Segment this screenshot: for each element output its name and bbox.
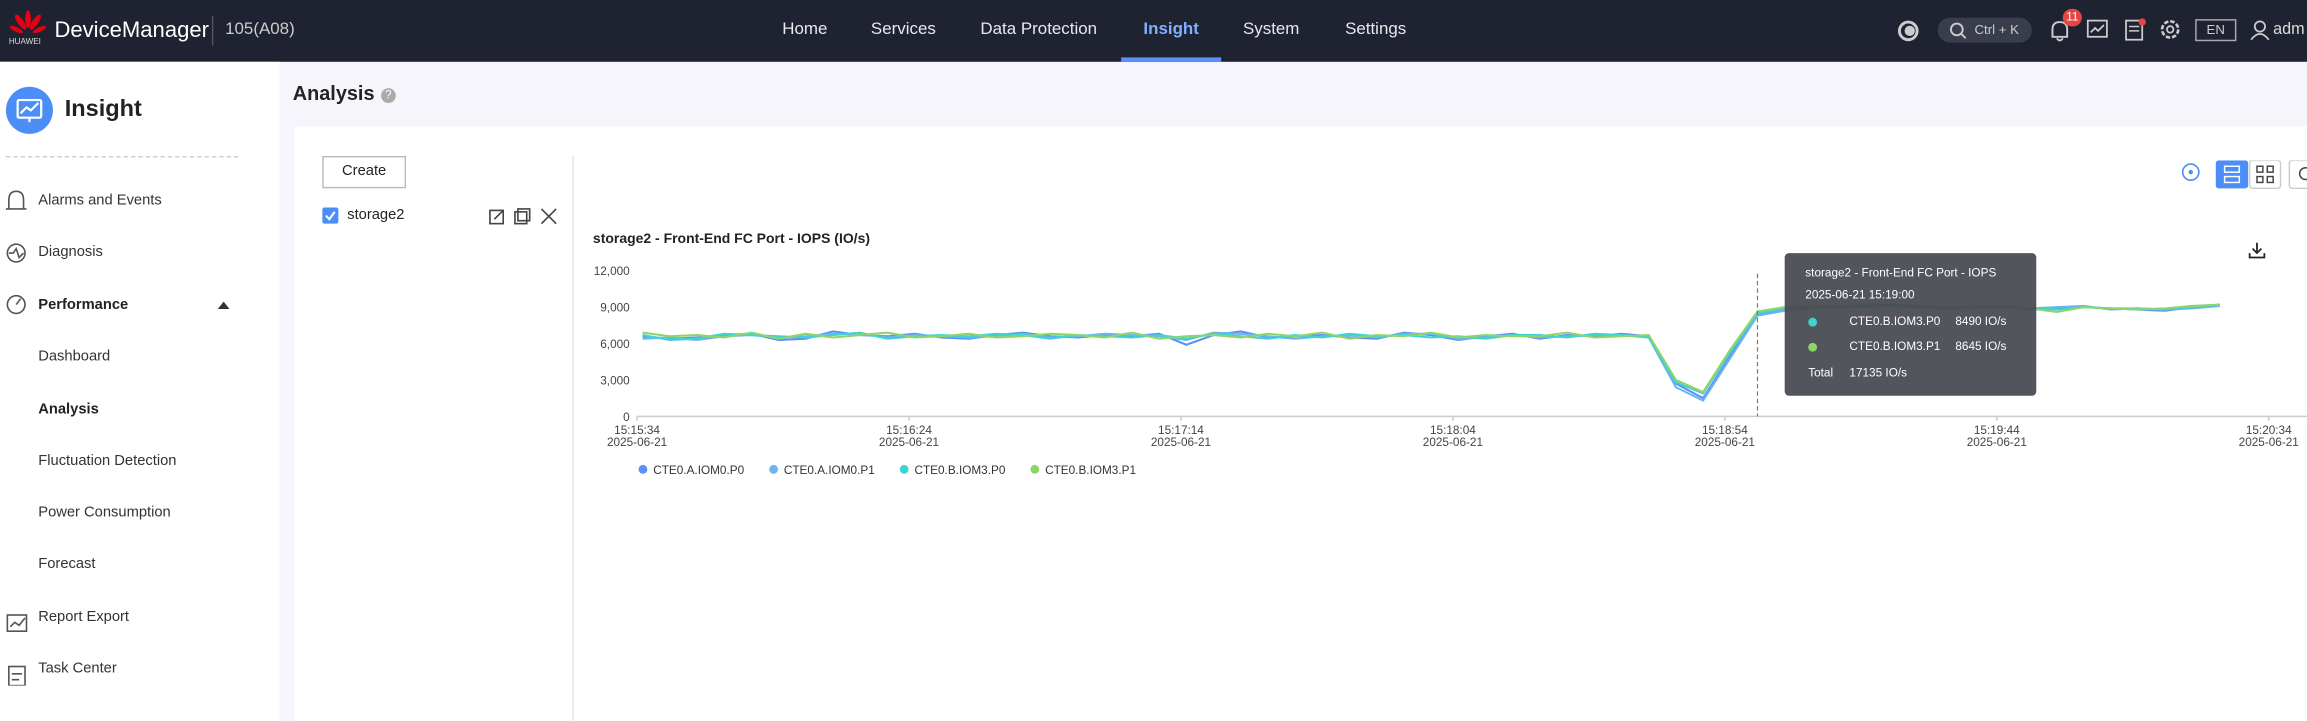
nav-item[interactable]: Home (782, 20, 828, 39)
tooltip-marker (1808, 317, 1818, 327)
x-tick-label: 15:19:44 (1974, 424, 2020, 437)
logo-icon (10, 10, 46, 34)
task-icon[interactable] (2123, 18, 2147, 42)
legend-label: CTE0.A.IOM0.P1 (784, 464, 875, 477)
bell-icon[interactable] (2048, 18, 2072, 43)
storage-item[interactable]: storage2 (347, 207, 405, 224)
menu-item[interactable]: Task Center (38, 660, 117, 677)
y-tick-label: 6,000 (600, 338, 630, 351)
x-tick-date: 2025-06-21 (1967, 436, 2027, 449)
sidebar: Insight Alarms and Events Diagnosis Perf… (0, 61, 280, 721)
chart-title: storage2 - Front-End FC Port - IOPS (IO/… (593, 230, 870, 246)
download-icon[interactable] (2248, 241, 2266, 259)
x-tick-label: 15:20:34 (2246, 424, 2292, 437)
page-title: Analysis (292, 82, 375, 105)
user-icon[interactable] (2250, 19, 2271, 41)
y-tick-label: 0 (623, 411, 630, 424)
nav-item[interactable]: Data Protection (980, 20, 1098, 39)
nav-item[interactable]: Insight (1143, 20, 1199, 39)
tooltip-value: 8490 IO/s (1955, 314, 2007, 329)
user-name[interactable]: adm (2273, 20, 2305, 39)
checkbox[interactable] (322, 207, 340, 225)
y-tick-label: 3,000 (600, 374, 630, 387)
chart: storage2 - Front-End FC Port - IOPS (IO/… (593, 230, 2307, 477)
x-tick-date: 2025-06-21 (879, 436, 939, 449)
menu-item[interactable]: Forecast (38, 556, 96, 573)
insight-icon (5, 86, 53, 134)
tooltip-series: CTE0.B.IOM3.P0 (1849, 314, 1941, 329)
x-tick-date: 2025-06-21 (1151, 436, 1211, 449)
menu-item[interactable]: Analysis (38, 401, 99, 418)
menu-item[interactable]: Alarms and Events (38, 192, 162, 209)
x-tick-label: 15:18:04 (1430, 424, 1476, 437)
tooltip: storage2 - Front-End FC Port - IOPS 2025… (1784, 253, 2037, 396)
logo-text: HUAWEI (8, 38, 41, 48)
x-tick-label: 15:18:54 (1702, 424, 1748, 437)
legend-label: CTE0.A.IOM0.P0 (653, 464, 744, 477)
monitor-icon[interactable] (2086, 19, 2110, 41)
view-toggles[interactable] (2180, 160, 2307, 192)
y-tick-label: 12,000 (594, 265, 630, 278)
x-tick-label: 15:16:24 (886, 424, 932, 437)
legend-label: CTE0.B.IOM3.P1 (1045, 464, 1136, 477)
create-button[interactable]: Create (322, 155, 407, 189)
x-tick-date: 2025-06-21 (1695, 436, 1755, 449)
menu-item[interactable]: Fluctuation Detection (38, 453, 177, 470)
legend-marker (638, 464, 648, 474)
legend-marker (769, 464, 778, 474)
settings-icon[interactable] (2158, 18, 2182, 42)
menu-item[interactable]: Diagnosis (38, 244, 103, 261)
search-hint: Ctrl + K (1974, 22, 2020, 37)
tooltip-total-label: Total (1808, 366, 1834, 380)
search-box[interactable]: Ctrl + K (1937, 17, 2032, 43)
device-name: 105(A08) (225, 20, 295, 39)
x-tick-date: 2025-06-21 (607, 436, 667, 449)
tooltip-value: 8645 IO/s (1955, 339, 2007, 354)
brand: DeviceManager (54, 17, 210, 43)
x-tick-date: 2025-06-21 (1423, 436, 1483, 449)
nav-underline (1121, 57, 1222, 62)
x-tick-label: 15:15:34 (614, 424, 660, 437)
menu-item[interactable]: Performance (38, 297, 129, 314)
legend-marker (1030, 464, 1040, 474)
nav-item[interactable]: Settings (1345, 20, 1407, 39)
nav-item[interactable]: System (1242, 20, 1300, 39)
badge: 11 (2062, 8, 2082, 27)
menu-item[interactable]: Power Consumption (38, 504, 171, 521)
sidebar-title: Insight (64, 97, 142, 123)
item-actions[interactable] (488, 207, 562, 226)
y-tick-label: 9,000 (600, 302, 630, 315)
menu-item[interactable]: Dashboard (38, 348, 111, 365)
legend-marker (899, 464, 909, 474)
nav-item[interactable]: Services (870, 20, 936, 39)
help-icon[interactable]: ? (381, 88, 396, 103)
tooltip-total: 17135 IO/s (1849, 366, 1908, 380)
content-panel: Create storage2 (294, 126, 2307, 721)
tooltip-title: storage2 - Front-End FC Port - IOPS (1805, 266, 1997, 280)
tooltip-time: 2025-06-21 15:19:00 (1805, 288, 1915, 302)
menu-item[interactable]: Report Export (38, 609, 130, 626)
language[interactable]: EN (2195, 19, 2237, 42)
tooltip-marker (1808, 342, 1818, 352)
top-bar: HUAWEI DeviceManager 105(A08) Home Servi… (0, 0, 2307, 62)
x-tick-date: 2025-06-21 (2239, 436, 2299, 449)
legend-label: CTE0.B.IOM3.P0 (914, 464, 1005, 477)
tooltip-series: CTE0.B.IOM3.P1 (1849, 339, 1941, 354)
theme-icon[interactable] (1897, 19, 1921, 43)
menu-icons (5, 190, 230, 686)
x-tick-label: 15:17:14 (1158, 424, 1204, 437)
